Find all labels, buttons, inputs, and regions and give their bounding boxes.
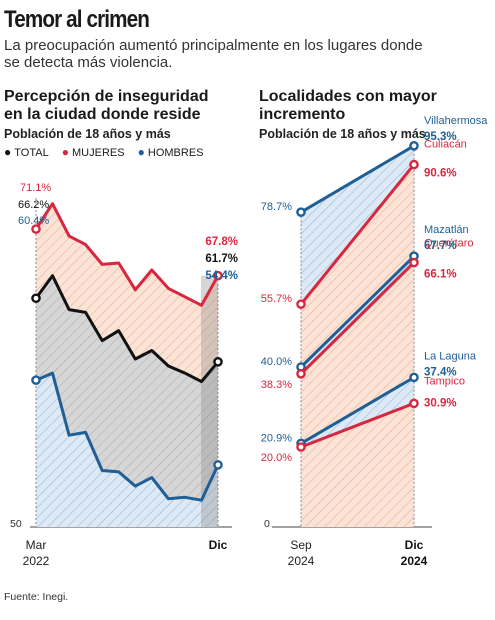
point-total-end (213, 356, 223, 367)
right-chart-title: Localidades con mayor incremento (259, 88, 437, 124)
point-culiacan-start (296, 299, 306, 310)
point-villahermosa-end (409, 140, 419, 151)
legend-item-hombres: ● HOMBRES (137, 145, 204, 159)
point-hombres-start (31, 375, 41, 385)
start-value-0: 78.7% (261, 201, 292, 213)
point-tampico-end (409, 398, 419, 409)
end-value-tampico: 30.9% (424, 397, 457, 409)
left-chart (30, 198, 232, 528)
area-villahermosa-culiacan-fill (301, 145, 414, 305)
left-chart-subtitle: Población de 18 años y más (4, 127, 171, 141)
start-value-4: 20.9% (261, 432, 292, 444)
start-value-5: 20.0% (261, 452, 292, 464)
point-culiacan-end (409, 159, 419, 170)
source-note: Fuente: Inegi. (4, 591, 69, 603)
page-title: Temor al crimen (4, 6, 150, 33)
left-end-label-hombres: 54.4% (205, 270, 238, 282)
line-mazatlan (299, 255, 416, 369)
legend-label-total: TOTAL (14, 147, 49, 159)
point-hombres-end (213, 460, 223, 470)
start-value-1: 55.7% (261, 293, 292, 305)
point-total-start (31, 293, 41, 304)
line-queretaro (299, 261, 416, 375)
end-value-mazatlan: 67.7% (424, 240, 457, 252)
left-start-label-mujeres: 71.1% (20, 182, 51, 194)
left-y-base-label: 50 (10, 518, 22, 530)
line-total (34, 274, 220, 384)
left-chart-title-line2: en la ciudad donde reside (4, 106, 201, 123)
point-mujeres-start (31, 224, 41, 234)
point-la-laguna-end (409, 372, 419, 383)
left-start-label-total: 66.2% (18, 199, 49, 211)
area-hombres-fill (36, 373, 218, 527)
end-name-mazatlan: Mazatlán (424, 224, 469, 236)
line-villahermosa (300, 144, 415, 214)
left-x-label-start-year: 2022 (23, 554, 50, 568)
left-end-label-mujeres: 67.8% (205, 236, 238, 248)
left-x-label-start-month: Mar (26, 538, 47, 552)
line-la-laguna (300, 376, 415, 445)
point-queretaro-start (296, 368, 306, 379)
legend-dot-icon: ● (61, 145, 69, 159)
right-x-label-end-month: Dic (405, 538, 424, 552)
right-chart: Villahermosa 95.3%Culiacán 90.6% Mazatlán 67… (261, 115, 488, 528)
left-last-period-band (201, 275, 218, 527)
point-tampico-start (296, 442, 306, 452)
line-mujeres (34, 202, 220, 307)
end-name-culiacan: Culiacán (424, 139, 467, 151)
end-value-culiacan: 90.6% (424, 168, 457, 180)
left-chart-legend: ● TOTAL ● MUJERES ● HOMBRES (4, 145, 214, 159)
left-chart-title-line1: Percepción de inseguridad (4, 88, 209, 105)
end-name-la-laguna: La Laguna (424, 350, 477, 362)
line-culiacan (299, 163, 416, 306)
point-villahermosa-start (296, 207, 306, 217)
left-start-label-hombres: 60.4% (18, 215, 49, 227)
end-name-queretaro: Querétaro (424, 238, 474, 250)
left-x-label-end: Dic (209, 538, 228, 552)
right-chart-title-line1: Localidades con mayor (259, 88, 437, 105)
line-hombres (35, 371, 220, 502)
legend-label-hombres: HOMBRES (147, 147, 204, 159)
legend-label-mujeres: MUJERES (72, 147, 125, 159)
right-x-label-start-month: Sep (290, 538, 312, 552)
line-tampico (300, 402, 415, 449)
point-mujeres-end (213, 270, 223, 281)
right-chart-title-line2: incremento (259, 106, 346, 123)
left-end-label-total: 61.7% (205, 253, 238, 265)
legend-item-mujeres: ● MUJERES (61, 145, 125, 159)
point-queretaro-end (409, 257, 419, 268)
area-total-fill (36, 275, 218, 501)
end-value-queretaro: 66.1% (424, 269, 457, 281)
start-value-3: 38.3% (261, 379, 292, 391)
area-mujeres-fill (36, 203, 218, 382)
right-chart-subtitle: Población de 18 años y más (259, 127, 426, 141)
right-x-label-start-year: 2024 (288, 554, 315, 568)
legend-dot-icon: ● (4, 145, 12, 159)
end-value-villahermosa: 95.3% (424, 131, 457, 143)
right-y-base-label: 0 (264, 518, 270, 530)
start-value-2: 40.0% (261, 356, 292, 368)
right-x-label-end-year: 2024 (401, 554, 428, 568)
legend-dot-icon: ● (137, 145, 145, 159)
left-chart-title: Percepción de inseguridad en la ciudad d… (4, 88, 209, 124)
page-subtitle: La preocupación aumentó principalmente e… (4, 37, 423, 71)
end-name-tampico: Tampico (424, 375, 465, 387)
legend-item-total: ● TOTAL (4, 145, 49, 159)
end-value-la-laguna: 37.4% (424, 366, 457, 378)
end-name-villahermosa: Villahermosa (424, 115, 488, 127)
